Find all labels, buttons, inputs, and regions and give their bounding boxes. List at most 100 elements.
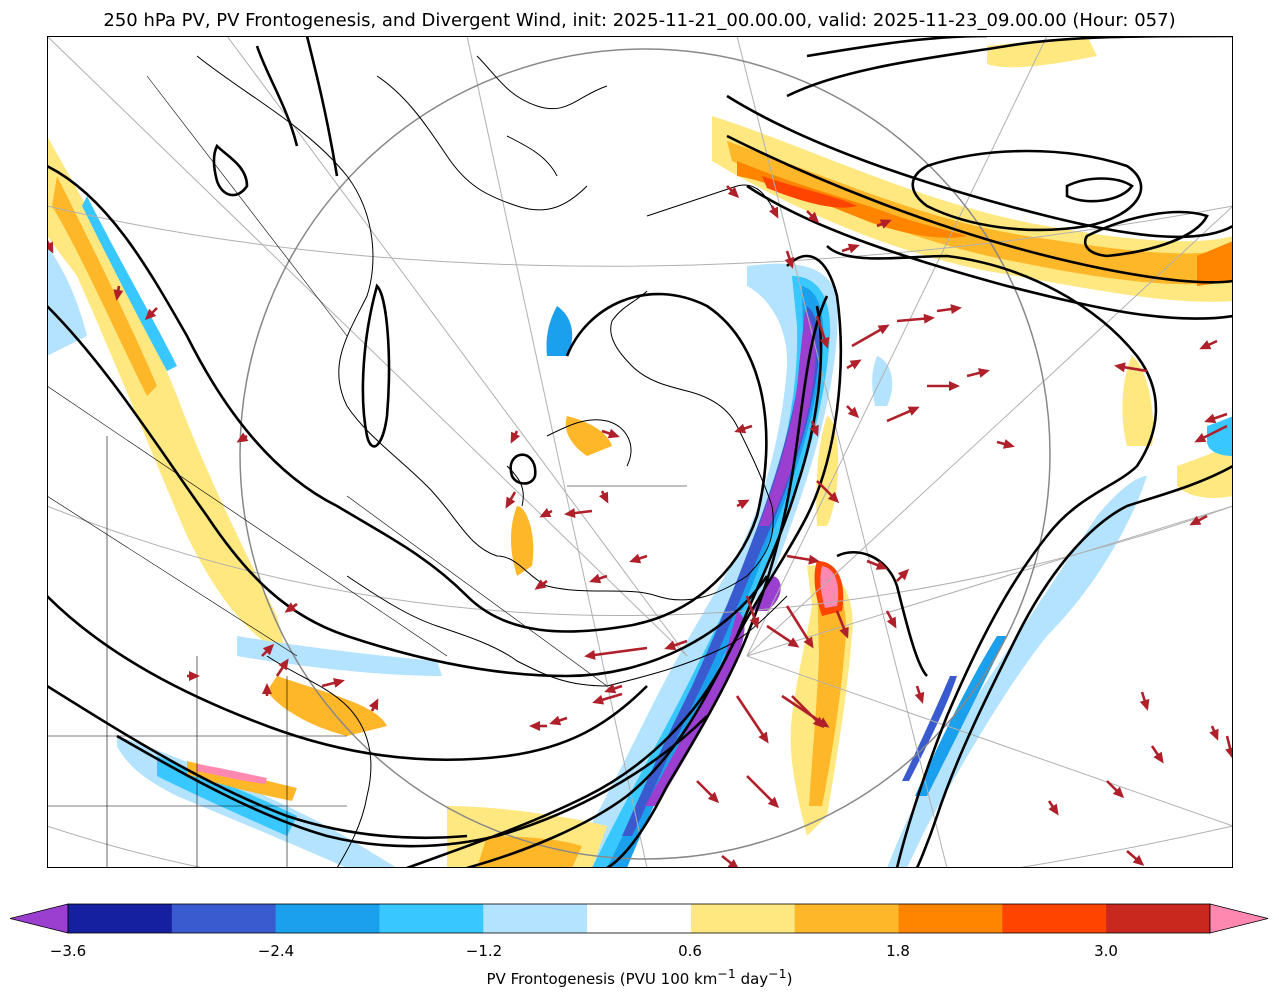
wind-arrow-head [1112, 786, 1125, 799]
wind-arrow-head [897, 568, 910, 581]
wind-arrow-head [807, 211, 820, 224]
wind-arrow-head [978, 368, 990, 378]
colorbar-swatch [68, 904, 173, 933]
wind-arrow-head [784, 256, 795, 269]
wind-arrow-head [584, 649, 596, 660]
wind-arrow-head [1002, 439, 1015, 449]
wind-arrow-head [767, 796, 780, 809]
colorbar-swatch [483, 904, 588, 933]
wind-arrow-head [592, 694, 605, 705]
wind-arrow-head [849, 359, 862, 370]
colorbar-label: PV Frontogenesis (PVU 100 km−1 day−1) [0, 966, 1279, 988]
wind-arrow-head [189, 671, 200, 681]
wind-arrow-head [529, 721, 540, 731]
colorbar-swatch [379, 904, 484, 933]
wind-arrow-head [727, 859, 739, 868]
wind-arrow-head [236, 432, 249, 443]
wind-arrow-head [768, 206, 779, 219]
wind-arrow-head [564, 508, 576, 519]
wind-arrow-head [510, 431, 521, 444]
colorbar-label-exp1: −1 [717, 966, 736, 981]
colorbar-label-text: PV Frontogenesis (PVU 100 km [486, 970, 718, 988]
wind-arrow-head [284, 602, 297, 613]
wind-arrow-head [505, 496, 516, 509]
wind-arrow-head [839, 626, 849, 639]
colorbar-tick-label: −2.4 [257, 942, 295, 960]
colorbar-swatch [275, 904, 380, 933]
colorbar-label-mid: day [735, 970, 769, 988]
wind-arrow-head [809, 424, 819, 437]
colorbar-tick-label: −1.2 [465, 942, 503, 960]
colorbar-tick-label: 0.6 [678, 942, 702, 960]
wind-arrow-head [734, 423, 747, 434]
wind-arrow-head [886, 616, 897, 629]
wind-arrow-head [803, 636, 814, 649]
wind-arrow-head [907, 406, 920, 416]
wind-arrow-head [950, 304, 962, 315]
wind-arrow-head [1209, 728, 1219, 741]
wind-arrow-head [875, 560, 888, 570]
wind-arrow-head [534, 579, 547, 590]
wind-arrow-head [847, 243, 860, 254]
wind-arrow-head [1225, 747, 1233, 759]
wind-arrow-shaft [735, 695, 769, 742]
colorbar-swatch [794, 904, 900, 933]
wind-arrow-head [923, 313, 935, 324]
graticule-lines [47, 36, 1233, 868]
wind-arrow-head [1048, 803, 1059, 816]
wind-arrow-head [1194, 432, 1207, 443]
colorbar-tick-label: 1.8 [886, 942, 910, 960]
wind-arrow-head [749, 616, 760, 629]
wind-arrow-head [727, 186, 740, 199]
colorbar-swatch [1106, 904, 1211, 933]
colorbar-swatch [898, 904, 1003, 933]
wind-arrow-head [549, 715, 562, 726]
wind-arrow-head [949, 381, 960, 391]
map-frame [47, 36, 1233, 868]
colorbar-extend-high [1209, 903, 1269, 934]
wind-arrow-head [812, 716, 825, 729]
latitude-circle [239, 48, 1051, 860]
colorbar-swatch [171, 904, 277, 933]
wind-arrow-head [808, 554, 820, 565]
divergent-wind-vectors [47, 185, 1233, 868]
wind-arrow-head [707, 791, 720, 804]
wind-arrow-head [1199, 340, 1212, 350]
wind-arrow-head [1139, 698, 1150, 711]
wind-arrow-head [629, 553, 642, 564]
wind-arrow-head [47, 241, 54, 254]
wind-arrow-head [144, 308, 157, 321]
wind-arrow-head [787, 637, 800, 648]
wind-arrow-head [333, 678, 345, 688]
colorbar-tick-label: −3.6 [49, 942, 87, 960]
colorbar [10, 903, 1269, 934]
wind-arrow-head [589, 573, 602, 584]
wind-arrow-head [262, 683, 272, 694]
wind-arrow-head [664, 640, 677, 651]
wind-arrow-head [368, 698, 379, 711]
map-panel [47, 36, 1233, 868]
wind-arrow-head [113, 289, 124, 301]
wind-arrow-head [758, 731, 769, 744]
wind-arrow-head [1132, 854, 1145, 866]
colorbar-swatch [690, 904, 796, 933]
wind-arrow-head [1153, 751, 1164, 764]
wind-arrow-head [539, 507, 552, 518]
wind-arrow-shaft [586, 646, 648, 658]
colorbar-label-exp2: −1 [768, 966, 787, 981]
wind-arrow-head [262, 643, 275, 656]
wind-arrow-head [847, 406, 860, 419]
wind-arrow-head [278, 658, 289, 671]
colorbar-tick-label: 3.0 [1094, 942, 1118, 960]
wind-arrow-head [607, 428, 620, 439]
colorbar-extend-low [10, 903, 69, 934]
figure-title: 250 hPa PV, PV Frontogenesis, and Diverg… [103, 10, 1176, 31]
wind-arrow-head [604, 683, 617, 694]
wind-arrow-head [1204, 413, 1217, 424]
wind-arrow-head [879, 219, 892, 229]
colorbar-swatch [587, 904, 692, 933]
wind-arrow-head [598, 491, 609, 504]
wind-arrow-head [737, 499, 750, 510]
wind-arrow-head [827, 491, 840, 504]
colorbar-swatch [1002, 904, 1107, 933]
